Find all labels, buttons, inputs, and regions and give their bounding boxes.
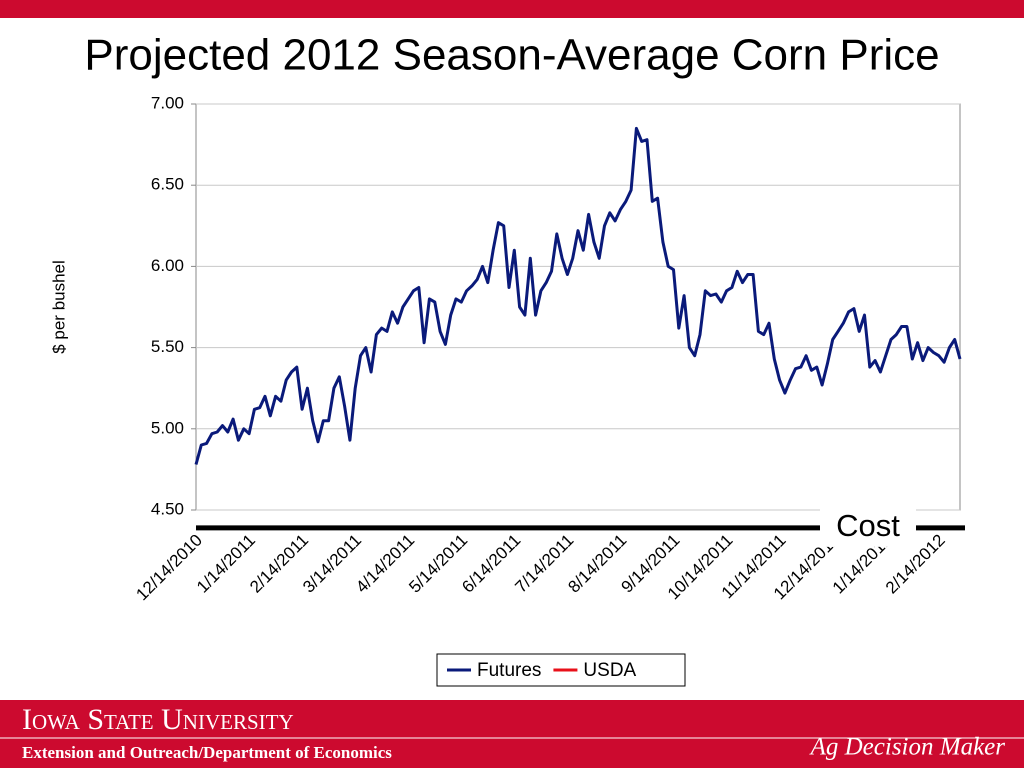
legend-label: USDA <box>583 660 636 681</box>
series-line <box>194 126 962 465</box>
y-axis-label: $ per bushel <box>49 260 68 354</box>
top-bar <box>0 0 1024 18</box>
y-tick-label: 6.50 <box>151 175 184 194</box>
brand: Ag Decision Maker <box>809 734 1006 761</box>
y-tick-label: 5.50 <box>151 337 184 356</box>
footer-bar <box>0 700 1024 768</box>
x-tick-label: 12/14/2010 <box>132 531 206 605</box>
cost-label: Cost <box>836 508 900 543</box>
legend: Futures USDA <box>436 653 686 687</box>
y-tick-label: 6.00 <box>151 256 184 275</box>
university-name: Iowa State University <box>22 703 294 736</box>
plot-area <box>195 103 961 511</box>
y-tick-label: 4.50 <box>151 499 184 518</box>
chart-title: Projected 2012 Season-Average Corn Price <box>84 31 939 80</box>
cost-label-box <box>820 508 916 547</box>
y-tick-label: 5.00 <box>151 418 184 437</box>
y-tick-label: 7.00 <box>151 93 184 112</box>
department: Extension and Outreach/Department of Eco… <box>22 743 392 762</box>
legend-label: Futures <box>477 660 541 681</box>
